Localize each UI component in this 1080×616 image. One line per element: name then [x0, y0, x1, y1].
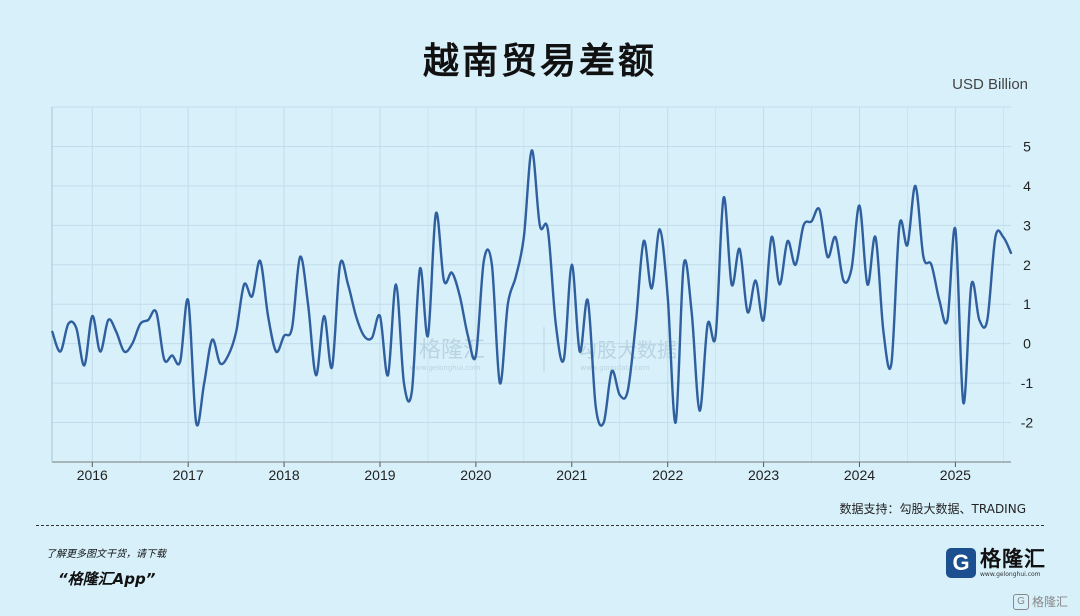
y-tick-label: 1	[1023, 296, 1031, 312]
y-tick-label: 0	[1023, 336, 1031, 352]
corner-watermark: G 格隆汇	[1012, 593, 1068, 610]
watermark-group: 格隆汇www.gelonghui.com勾股大数据www.gogudata.co…	[410, 327, 677, 372]
watermark-left-url: www.gelonghui.com	[410, 364, 481, 372]
x-tick-label: 2020	[460, 467, 491, 483]
footer-note: 了解更多图文干货，请下载	[46, 549, 166, 560]
chart-grid	[52, 106, 1011, 463]
y-tick-label: -1	[1021, 375, 1034, 391]
x-tick-label: 2019	[364, 467, 395, 483]
logo-url: www.gelonghui.com	[980, 570, 1041, 578]
x-tick-label: 2018	[268, 467, 299, 483]
x-tick-label: 2023	[748, 467, 779, 483]
x-tick-label: 2022	[652, 467, 683, 483]
y-axis-unit: USD Billion	[952, 76, 1028, 93]
watermark-right: 勾股大数据	[577, 338, 677, 362]
watermark-right-url: www.gogudata.com	[580, 364, 649, 372]
x-tick-label: 2016	[77, 467, 108, 483]
series-line-trade-balance	[51, 149, 1013, 427]
gelonghui-logo: G 格隆汇 www.gelonghui.com	[946, 548, 1046, 578]
x-tick-label: 2025	[940, 467, 971, 483]
x-tick-label: 2021	[556, 467, 587, 483]
x-tick-label: 2024	[844, 467, 875, 483]
chart-series	[51, 149, 1013, 427]
y-tick-label: 2	[1023, 257, 1031, 273]
chart-title: 越南贸易差额	[422, 41, 657, 82]
x-tick-labels: 2016 2017 2018 2019 2020 2021 2022 2023 2024 2025	[77, 467, 971, 483]
y-tick-label: 4	[1023, 178, 1031, 194]
chart-axes	[51, 107, 1011, 467]
y-tick-label: 3	[1023, 217, 1031, 233]
logo-g-icon: G	[946, 548, 976, 578]
y-tick-label: 5	[1023, 138, 1031, 154]
footer-divider	[36, 525, 1044, 526]
y-tick-label: -2	[1021, 415, 1034, 431]
x-tick-label: 2017	[173, 467, 204, 483]
data-source: 数据支持：勾股大数据、TRADING	[839, 502, 1026, 516]
y-tick-labels: -2 -1 0 1 2 3 4 5	[1021, 138, 1034, 430]
logo-name: 格隆汇	[980, 546, 1046, 571]
corner-g-icon: G	[1012, 593, 1029, 610]
corner-watermark-text: 格隆汇	[1031, 595, 1068, 609]
footer-app-name: “格隆汇App”	[58, 570, 156, 588]
